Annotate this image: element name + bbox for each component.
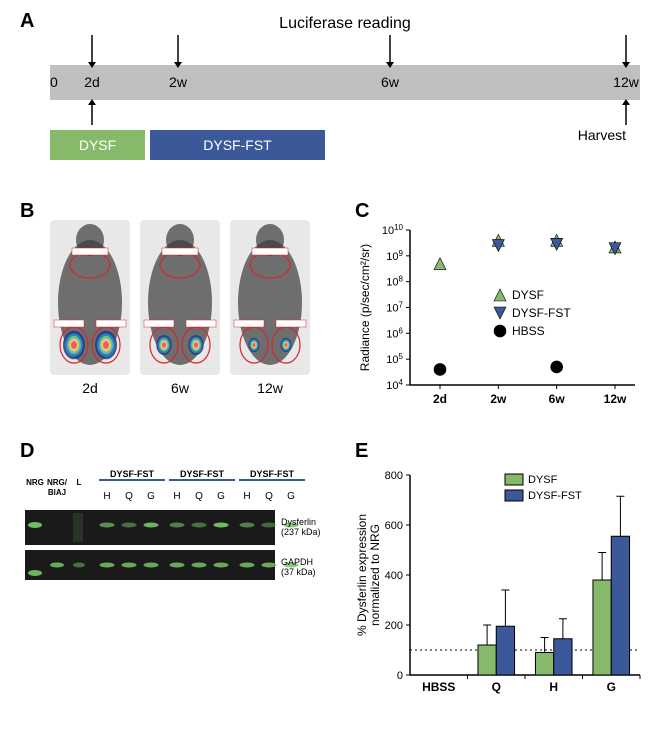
svg-text:DYSF: DYSF [528, 474, 558, 486]
svg-text:DYSF-FST: DYSF-FST [250, 469, 295, 479]
svg-text:1010: 1010 [382, 223, 404, 238]
svg-text:106: 106 [386, 326, 403, 341]
svg-text:normalized to NRG: normalized to NRG [368, 524, 382, 626]
svg-text:6w: 6w [171, 380, 190, 396]
panel-d-label: D [20, 440, 34, 463]
svg-text:0: 0 [50, 74, 58, 90]
svg-text:DYSF-FST: DYSF-FST [512, 306, 571, 320]
svg-text:H: H [103, 491, 110, 502]
svg-text:Luciferase reading: Luciferase reading [279, 15, 411, 32]
svg-text:12w: 12w [604, 392, 627, 406]
svg-text:Harvest: Harvest [578, 127, 626, 143]
svg-text:DYSF-FST: DYSF-FST [180, 469, 225, 479]
svg-text:2d: 2d [82, 380, 98, 396]
svg-text:H: H [549, 680, 558, 694]
svg-text:Q: Q [265, 491, 273, 502]
panel-a-timeline: Luciferase reading 0 2d 2w 6w 12w Harvest DYSF D… [50, 10, 650, 190]
panel-b-images: 2d 6w 12w [40, 220, 340, 420]
svg-text:107: 107 [386, 300, 403, 315]
svg-text:HBSS: HBSS [422, 680, 455, 694]
svg-text:108: 108 [386, 274, 403, 289]
svg-text:G: G [217, 491, 225, 502]
svg-text:109: 109 [386, 248, 403, 263]
svg-text:104: 104 [386, 378, 403, 393]
svg-text:DYSF-FST: DYSF-FST [528, 490, 582, 502]
svg-text:HBSS: HBSS [512, 324, 545, 338]
svg-text:BlAJ: BlAJ [48, 488, 66, 497]
svg-text:DYSF-FST: DYSF-FST [203, 137, 272, 153]
panel-c-chart: 104 105 106 107 108 109 1010 2d 2w 6w 12w Radiance … [355, 220, 655, 420]
svg-text:0: 0 [397, 670, 403, 682]
svg-text:G: G [147, 491, 155, 502]
svg-text:G: G [287, 491, 295, 502]
svg-text:(37 kDa): (37 kDa) [281, 567, 316, 577]
svg-text:% Dysferlin expression: % Dysferlin expression [355, 514, 369, 636]
svg-text:Dysferlin: Dysferlin [281, 517, 316, 527]
svg-text:H: H [243, 491, 250, 502]
svg-text:Radiance (p/sec/cm²/sr): Radiance (p/sec/cm²/sr) [358, 244, 372, 371]
svg-text:Q: Q [492, 680, 501, 694]
svg-text:105: 105 [386, 352, 403, 367]
svg-text:12w: 12w [257, 380, 284, 396]
svg-text:G: G [607, 680, 616, 694]
svg-text:2d: 2d [84, 74, 100, 90]
svg-text:6w: 6w [549, 392, 566, 406]
svg-text:800: 800 [385, 470, 403, 482]
svg-text:2w: 2w [490, 392, 507, 406]
svg-text:(237 kDa): (237 kDa) [281, 527, 321, 537]
figure: A Luciferase reading 0 2d 2w 6w 12w Harvest DYS… [10, 10, 650, 719]
svg-text:6w: 6w [381, 74, 400, 90]
panel-a-label: A [20, 10, 34, 33]
svg-text:L: L [77, 478, 82, 487]
svg-text:NRG/: NRG/ [47, 478, 68, 487]
svg-text:DYSF-FST: DYSF-FST [110, 469, 155, 479]
svg-text:DYSF: DYSF [79, 137, 116, 153]
svg-text:DYSF: DYSF [512, 288, 544, 302]
panel-e-chart: 0 200 400 600 800 % Dysferlin expressionnorma… [350, 460, 655, 720]
svg-text:400: 400 [385, 570, 403, 582]
svg-text:2d: 2d [433, 392, 447, 406]
svg-text:GAPDH: GAPDH [281, 557, 313, 567]
svg-text:200: 200 [385, 620, 403, 632]
panel-b-label: B [20, 200, 34, 223]
svg-text:Q: Q [125, 491, 133, 502]
svg-text:12w: 12w [613, 74, 640, 90]
svg-text:600: 600 [385, 520, 403, 532]
svg-text:H: H [173, 491, 180, 502]
svg-text:Q: Q [195, 491, 203, 502]
svg-text:NRG: NRG [26, 478, 44, 487]
panel-d-gel: NRGNRG/BlAJ L DYSF-FST H Q G DYSF-FST H Q G DYSF-F… [20, 465, 350, 625]
svg-text:2w: 2w [169, 74, 188, 90]
